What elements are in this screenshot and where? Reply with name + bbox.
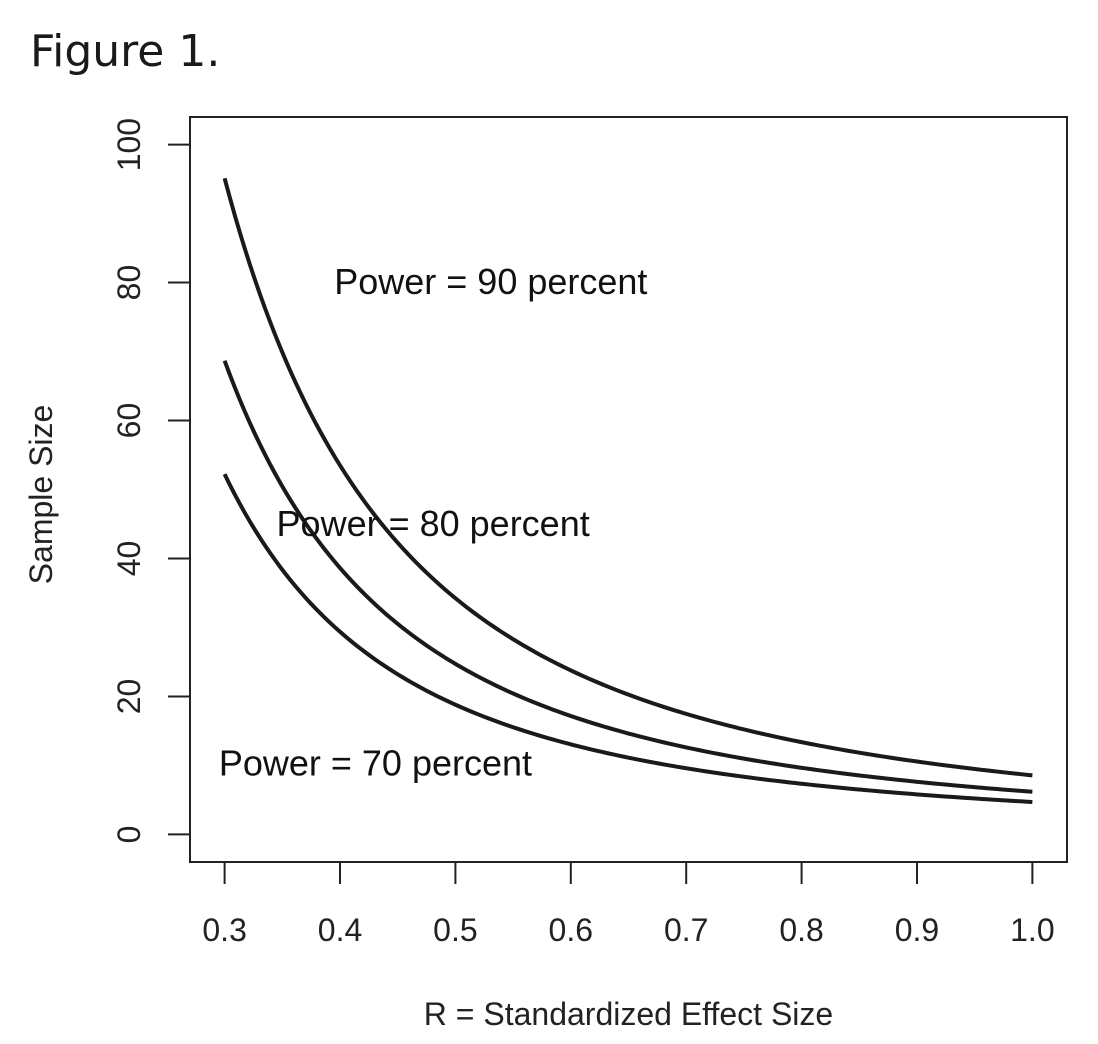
y-tick-label: 0 bbox=[111, 826, 147, 844]
y-tick-label: 100 bbox=[111, 118, 147, 171]
y-axis: 0 20 40 60 80 100 bbox=[111, 118, 191, 844]
y-tick-label: 60 bbox=[111, 403, 147, 439]
x-tick-label: 0.8 bbox=[779, 912, 823, 948]
curves-layer bbox=[222, 177, 1033, 804]
figure-title: Figure 1. bbox=[30, 26, 221, 77]
curve-annotation: Power = 80 percent bbox=[277, 503, 590, 544]
annotations: Power = 90 percent Power = 80 percent Powe… bbox=[219, 261, 648, 783]
x-tick-label: 0.4 bbox=[318, 912, 362, 948]
y-tick-label: 40 bbox=[111, 541, 147, 577]
series-line bbox=[222, 177, 1033, 778]
series-line bbox=[222, 473, 1033, 804]
x-axis: 0.3 0.4 0.5 0.6 0.7 0.8 0.9 1.0 bbox=[202, 861, 1055, 948]
y-tick-label: 20 bbox=[111, 679, 147, 715]
x-tick-label: 0.5 bbox=[433, 912, 477, 948]
x-tick-label: 0.9 bbox=[895, 912, 939, 948]
x-tick-label: 1.0 bbox=[1010, 912, 1054, 948]
x-tick-label: 0.3 bbox=[202, 912, 246, 948]
x-axis-label: R = Standardized Effect Size bbox=[424, 996, 833, 1032]
y-axis-label: Sample Size bbox=[23, 405, 59, 585]
curve-annotation: Power = 70 percent bbox=[219, 742, 532, 783]
curve-annotation: Power = 90 percent bbox=[334, 261, 647, 302]
series-line bbox=[222, 360, 1033, 794]
y-tick-label: 80 bbox=[111, 265, 147, 301]
x-tick-label: 0.6 bbox=[549, 912, 593, 948]
x-tick-label: 0.7 bbox=[664, 912, 708, 948]
